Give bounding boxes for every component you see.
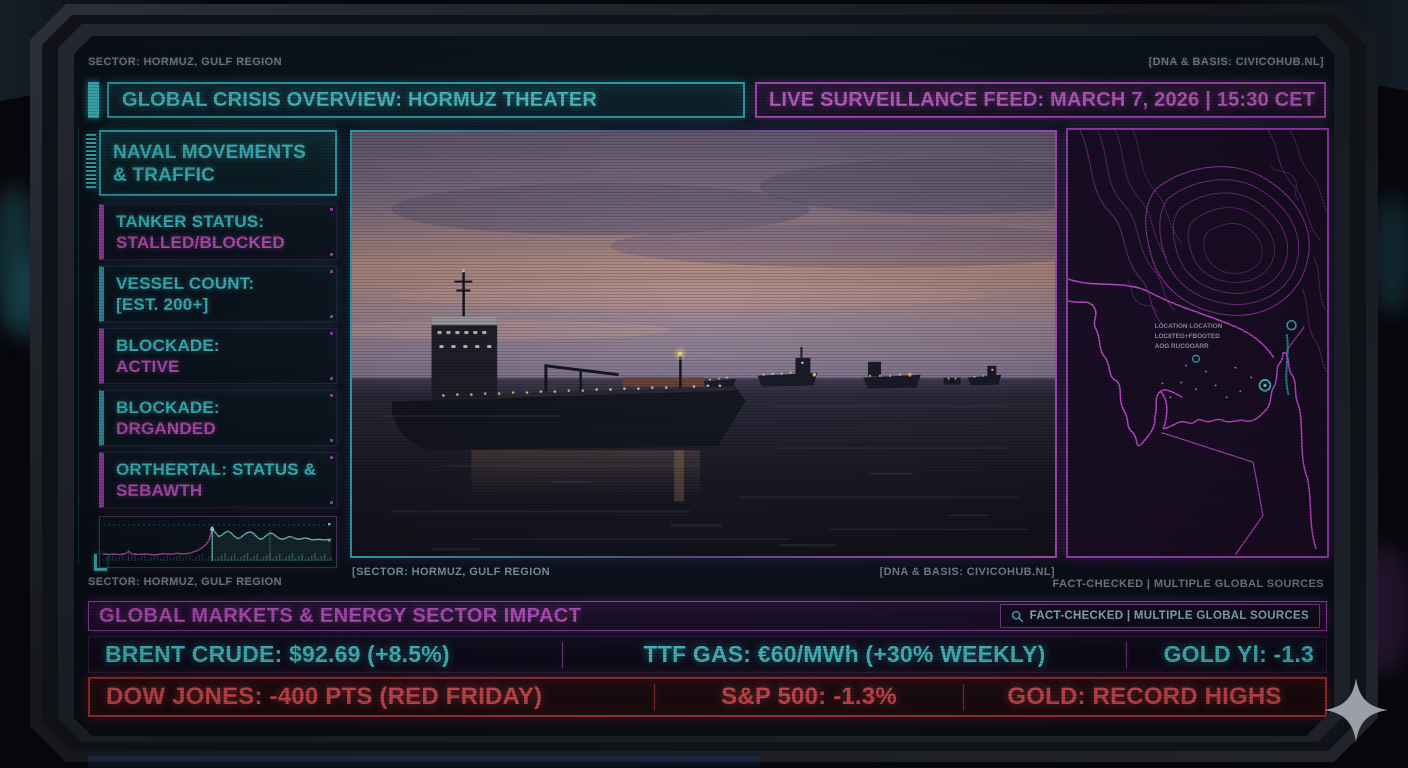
- sp500-quote: S&P 500: -1.3%: [721, 683, 897, 710]
- panel-label: BLOCKADE:: [116, 336, 220, 355]
- dna-basis-label-top: [DNA & BASIS: CIVICOHUB.NL]: [1148, 56, 1324, 68]
- ttf-gas-quote: TTF GAS: €60/MWh (+30% WEEKLY): [643, 641, 1046, 667]
- panel-value: STALLED/BLOCKED: [116, 232, 285, 252]
- markets-section-title: GLOBAL MARKETS & ENERGY SECTOR IMPACT: [99, 604, 582, 627]
- sector-label-bottom: SECTOR: HORMUZ, GULF REGION: [88, 576, 282, 588]
- gold-yield-quote: GOLD Yl: -1.3: [1163, 641, 1314, 667]
- map-marker-strait: [1193, 321, 1296, 395]
- map-label-line: AOG RUCOOARR: [1155, 343, 1209, 350]
- feed-caption-left: [SECTOR: HORMUZ, GULF REGION: [352, 566, 550, 578]
- gold-quote: GOLD: RECORD HIGHS: [1007, 683, 1282, 710]
- hormuz-map-panel[interactable]: LOCATION LOCATION LOC8TEG+FBOOTED AOG RU…: [1066, 128, 1329, 558]
- map-label-line: LOC8TEG+FBOOTED: [1155, 333, 1221, 340]
- sidebar-rule: [78, 128, 79, 564]
- divider: [654, 684, 655, 710]
- panel-value: [EST. 200+]: [116, 294, 209, 314]
- surveillance-feed-image: [350, 130, 1057, 558]
- divider: [562, 642, 563, 668]
- panel-value: ACTIVE: [116, 356, 180, 376]
- sidebar-item-naval-movements[interactable]: NAVAL MOVEMENTS & TRAFFIC: [99, 130, 337, 196]
- divider: [963, 684, 964, 710]
- panel-label: VESSEL COUNT:: [116, 274, 255, 293]
- divider: [1126, 642, 1127, 668]
- panel-label: BLOCKADE:: [116, 398, 220, 417]
- sparkle-star-icon: [1324, 678, 1388, 742]
- markets-section-header: GLOBAL MARKETS & ENERGY SECTOR IMPACT FA…: [88, 601, 1327, 631]
- sector-label-top: SECTOR: HORMUZ, GULF REGION: [88, 56, 282, 68]
- tanker-scene: [352, 132, 1055, 556]
- dow-jones-quote: DOW JONES: -400 PTS (RED FRIDAY): [106, 683, 543, 710]
- sidebar-item-orthertal-status[interactable]: ORTHERTAL: STATUS & SEBAWTH: [99, 452, 337, 508]
- search-icon: [1011, 610, 1024, 623]
- sidebar-item-tanker-status[interactable]: TANKER STATUS: STALLED/BLOCKED: [99, 204, 337, 260]
- panel-label: & TRAFFIC: [113, 165, 216, 187]
- feed-caption-right: [DNA & BASIS: CIVICOHUB.NL]: [879, 566, 1055, 578]
- header-accent-bar: [88, 82, 99, 118]
- panel-label: NAVAL MOVEMENTS: [113, 142, 307, 163]
- panel-label: TANKER STATUS:: [116, 212, 265, 231]
- equity-markets-row: DOW JONES: -400 PTS (RED FRIDAY) S&P 500…: [88, 677, 1327, 717]
- map-label-line: LOCATION LOCATION: [1155, 323, 1223, 330]
- crisis-overview-header: GLOBAL CRISIS OVERVIEW: HORMUZ THEATER: [107, 82, 745, 118]
- page-title: GLOBAL CRISIS OVERVIEW: HORMUZ THEATER: [122, 88, 598, 111]
- fact-checked-chip[interactable]: FACT-CHECKED | MULTIPLE GLOBAL SOURCES: [1000, 604, 1320, 628]
- dashboard-screen: SECTOR: HORMUZ, GULF REGION [DNA & BASIS…: [74, 36, 1334, 736]
- sidebar-item-blockade-drganded[interactable]: BLOCKADE: DRGANDED: [99, 390, 337, 446]
- traffic-sparkline-chart: [100, 517, 336, 567]
- energy-markets-row: BRENT CRUDE: $92.69 (+8.5%) TTF GAS: €60…: [88, 636, 1327, 673]
- sidebar-item-vessel-count[interactable]: VESSEL COUNT: [EST. 200+]: [99, 266, 337, 322]
- sidebar-item-blockade-active[interactable]: BLOCKADE: ACTIVE: [99, 328, 337, 384]
- barcode-decoration: [86, 134, 96, 188]
- brent-crude-quote: BRENT CRUDE: $92.69 (+8.5%): [105, 641, 450, 667]
- panel-value: SEBAWTH: [116, 480, 203, 500]
- hormuz-map: LOCATION LOCATION LOC8TEG+FBOOTED AOG RU…: [1068, 130, 1327, 556]
- panel-label: ORTHERTAL: STATUS &: [116, 460, 317, 479]
- traffic-sparkline-panel: [99, 516, 337, 568]
- fact-checked-note: FACT-CHECKED | MULTIPLE GLOBAL SOURCES: [1052, 578, 1324, 590]
- bezel-reflection: [88, 756, 760, 768]
- panel-value: DRGANDED: [116, 418, 216, 438]
- fact-checked-chip-label: FACT-CHECKED | MULTIPLE GLOBAL SOURCES: [1029, 610, 1309, 622]
- live-feed-label: LIVE SURVEILLANCE FEED: MARCH 7, 2026 | …: [769, 88, 1316, 111]
- live-feed-header: LIVE SURVEILLANCE FEED: MARCH 7, 2026 | …: [755, 82, 1326, 118]
